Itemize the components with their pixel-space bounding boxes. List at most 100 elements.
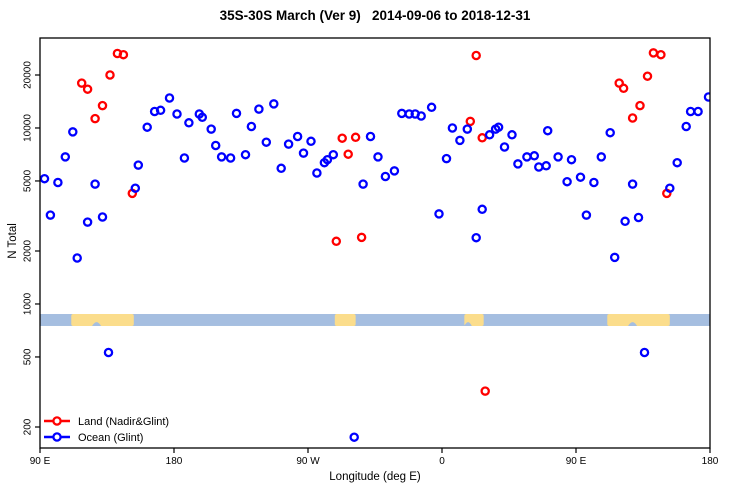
scatter-point bbox=[269, 99, 279, 109]
scatter-point bbox=[465, 116, 476, 127]
scatter-point bbox=[53, 177, 63, 188]
scatter-point bbox=[627, 113, 638, 123]
series-ocean bbox=[40, 92, 710, 442]
scatter-point bbox=[635, 100, 645, 111]
scatter-point bbox=[328, 149, 339, 160]
map-strip-land-south-america bbox=[334, 314, 356, 326]
scatter-point bbox=[620, 216, 630, 227]
scatter-point bbox=[283, 139, 294, 149]
scatter-point bbox=[471, 232, 481, 243]
scatter-point bbox=[493, 122, 504, 132]
scatter-point bbox=[404, 109, 414, 119]
scatter-point bbox=[648, 48, 659, 58]
scatter-point bbox=[76, 78, 87, 88]
map-strip-land-australia-wrapped bbox=[607, 314, 670, 326]
scatter-point bbox=[90, 179, 100, 189]
scatter-point bbox=[105, 70, 115, 80]
scatter-point bbox=[575, 172, 586, 182]
scatter-point bbox=[693, 106, 703, 117]
legend-marker bbox=[52, 416, 62, 426]
scatter-point bbox=[397, 108, 407, 119]
scatter-point bbox=[581, 210, 592, 220]
scatter-point bbox=[562, 176, 572, 187]
scatter-point bbox=[389, 166, 400, 176]
scatter-point bbox=[656, 49, 666, 60]
scatter-point bbox=[703, 92, 710, 102]
scatter-point bbox=[179, 153, 190, 163]
scatter-point bbox=[68, 127, 78, 137]
scatter-point bbox=[322, 154, 333, 165]
scatter-point bbox=[380, 171, 391, 182]
legend-label: Ocean (Glint) bbox=[78, 432, 143, 444]
scatter-point bbox=[672, 157, 682, 168]
scatter-point bbox=[685, 106, 696, 117]
scatter-point bbox=[90, 113, 100, 124]
scatter-point bbox=[206, 124, 216, 134]
x-tick-label: 0 bbox=[439, 456, 445, 467]
x-tick-label: 180 bbox=[166, 456, 183, 467]
scatter-point bbox=[477, 133, 487, 143]
axes: 90 E 180 90 W 0 90 E 180 200 500 1000 2000 5000 100… bbox=[23, 61, 719, 467]
scatter-point bbox=[312, 168, 322, 178]
y-tick-label: 500 bbox=[23, 348, 34, 365]
scatter-point bbox=[484, 130, 495, 140]
plot-border bbox=[39, 37, 711, 449]
scatter-point bbox=[292, 131, 303, 142]
legend-label: Land (Nadir&Glint) bbox=[78, 416, 169, 428]
scatter-point bbox=[477, 204, 487, 215]
scatter-point bbox=[447, 123, 458, 133]
scatter-point bbox=[471, 50, 481, 61]
scatter-point bbox=[627, 179, 638, 189]
scatter-point bbox=[298, 148, 309, 158]
y-tick-label: 5000 bbox=[23, 169, 34, 192]
x-axis-title: Longitude (deg E) bbox=[329, 471, 421, 483]
scatter-point bbox=[358, 179, 368, 189]
scatter-point bbox=[349, 432, 359, 442]
scatter-point bbox=[566, 154, 577, 165]
map-strip bbox=[40, 314, 710, 326]
scatter-point bbox=[97, 212, 108, 222]
x-tick-label: 180 bbox=[702, 456, 719, 467]
y-tick-label: 20000 bbox=[23, 61, 34, 89]
scatter-point bbox=[60, 152, 71, 162]
y-axis-title: N Total bbox=[7, 223, 19, 259]
scatter-point bbox=[618, 83, 629, 94]
scatter-point bbox=[82, 217, 93, 227]
scatter-point bbox=[681, 121, 691, 132]
scatter-point bbox=[589, 177, 599, 188]
scatter-point bbox=[480, 386, 490, 396]
scatter-point bbox=[240, 149, 251, 160]
x-tick-label: 90 E bbox=[566, 456, 587, 467]
scatter-point bbox=[197, 112, 208, 123]
scatter-point bbox=[365, 131, 376, 142]
scatter-point bbox=[172, 109, 182, 119]
scatter-point bbox=[665, 183, 675, 193]
x-tick-label: 90 W bbox=[296, 456, 320, 467]
scatter-point bbox=[499, 142, 510, 152]
scatter-point bbox=[225, 153, 236, 163]
y-tick-label: 200 bbox=[23, 418, 34, 435]
scatter-point bbox=[350, 132, 361, 143]
scatter-point bbox=[306, 136, 316, 147]
scatter-point bbox=[155, 105, 166, 116]
scatter-point bbox=[103, 347, 114, 358]
scatter-point bbox=[455, 135, 465, 146]
scatter-point bbox=[337, 133, 347, 143]
scatter-point bbox=[596, 152, 607, 162]
x-tick-label: 90 E bbox=[30, 456, 51, 467]
scatter-point bbox=[216, 152, 227, 162]
scatter-point bbox=[118, 49, 129, 60]
scatter-point bbox=[82, 84, 93, 94]
scatter-point bbox=[542, 125, 553, 136]
scatter-point bbox=[462, 124, 473, 134]
scatter-point bbox=[164, 93, 175, 103]
scatter-point bbox=[507, 130, 517, 140]
map-strip-coast-notch bbox=[464, 322, 472, 326]
map-strip-ocean bbox=[40, 314, 710, 326]
scatter-point bbox=[210, 140, 221, 151]
scatter-point bbox=[633, 212, 644, 223]
scatter-point bbox=[184, 118, 194, 128]
scatter-point bbox=[343, 149, 353, 159]
